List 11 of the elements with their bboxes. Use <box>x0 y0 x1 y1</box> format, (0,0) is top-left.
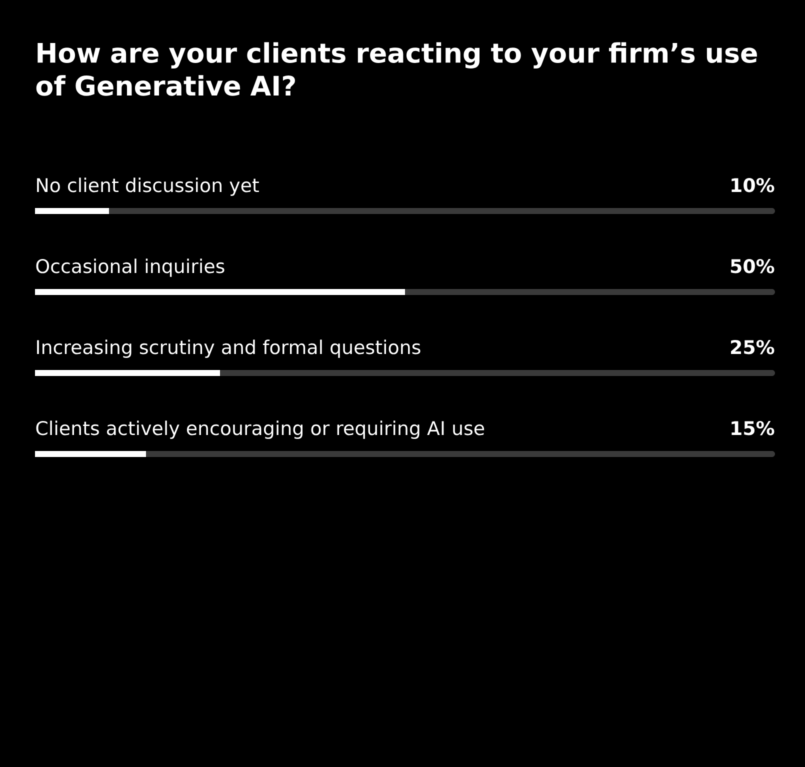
y-tick-label: Occasional inquiries <box>36 258 224 277</box>
data-label: 15% <box>732 420 774 436</box>
y-tick-label: No client discussion yet <box>37 178 259 196</box>
data-label: 25% <box>731 340 774 354</box>
bar <box>35 451 146 457</box>
data-label: 10% <box>732 178 774 192</box>
bar <box>35 208 109 214</box>
y-tick-label: Increasing scrutiny and formal questions <box>37 340 420 358</box>
y-tick-label: Clients actively encouraging or requiring AI use <box>36 420 484 439</box>
data-label: 50% <box>730 258 774 274</box>
chart-title: How are your clients reacting to your firm’s use of Generative AI? <box>36 42 757 96</box>
